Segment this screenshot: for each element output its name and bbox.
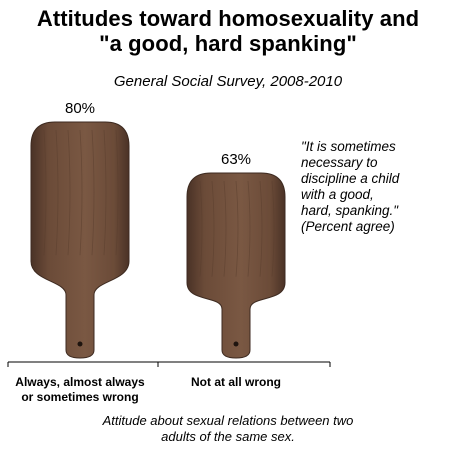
wood-grain [103,129,107,256]
category-label-1: Always, almost always [15,375,145,389]
paddle-hole [233,341,239,347]
category-label-1: or sometimes wrong [21,390,138,404]
x-axis-title-line-1: Attitude about sexual relations between … [102,413,354,428]
title-line-2: "a good, hard spanking" [99,31,357,56]
wood-grain [247,180,251,277]
wood-grain [91,129,95,256]
paddle-hole [77,341,83,347]
wood-grain [43,129,47,256]
data-label-2: 63% [221,151,251,168]
wood-grain [115,129,119,256]
wood-grain [67,129,71,256]
wood-grain [199,180,203,277]
data-label-1: 80% [65,100,95,117]
category-label-2: Not at all wrong [191,375,281,389]
annotation-line-1: "It is sometimes [301,139,396,154]
annotation-line-5: hard, spanking." [301,203,399,218]
annotation-line-6: (Percent agree) [301,219,395,234]
wood-grain [223,180,227,277]
annotation-line-2: necessary to [301,155,378,170]
wood-grain [211,180,215,277]
chart-subtitle: General Social Survey, 2008-2010 [113,73,343,90]
wood-grain [259,180,263,277]
survey-question-annotation: "It is sometimes necessary to discipline… [301,139,451,235]
annotation-line-4: with a good, [301,187,374,202]
x-axis-title: Attitude about sexual relations between … [0,413,456,445]
wood-grain [271,180,275,277]
chart-title: Attitudes toward homosexuality and "a go… [0,6,456,56]
title-line-1: Attitudes toward homosexuality and [36,6,420,31]
paddle-bar-2 [186,172,286,359]
paddle-bar-1 [30,121,130,359]
annotation-line-3: discipline a child [301,171,400,186]
wood-grain [235,180,239,277]
wood-grain [55,129,59,256]
x-axis-title-line-2: adults of the same sex. [161,429,295,444]
wood-grain [79,129,83,256]
